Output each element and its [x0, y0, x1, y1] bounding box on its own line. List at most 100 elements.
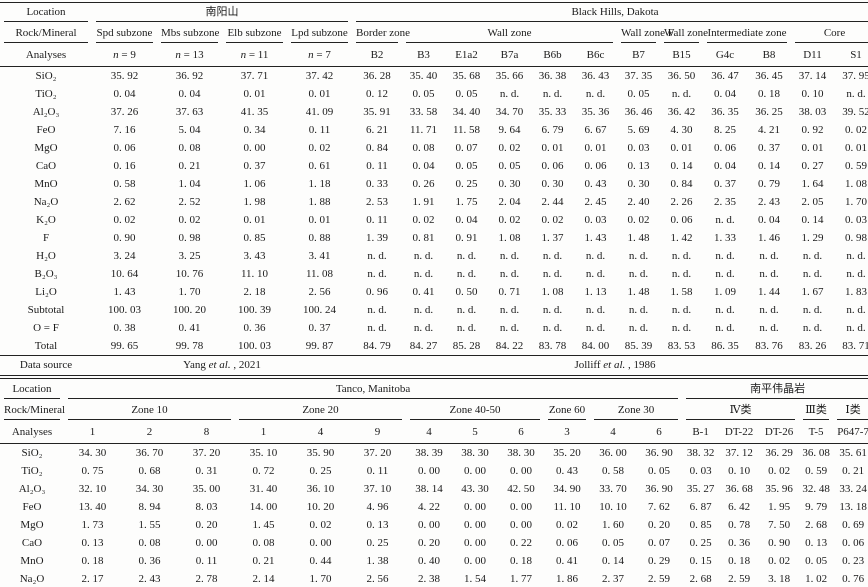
value-cell: 0. 05 — [455, 87, 478, 100]
value-cell: 2. 59 — [728, 572, 751, 585]
oxide-row-label: TiO₂ — [21, 464, 43, 477]
value-cell: 0. 25 — [455, 177, 478, 190]
value-cell: 0. 06 — [113, 141, 136, 154]
value-cell: n. d. — [628, 249, 649, 262]
value-cell: 0. 98 — [845, 231, 867, 244]
value-cell: 0. 01 — [845, 141, 867, 154]
value-cell: 37. 14 — [798, 69, 827, 82]
value-cell: 37. 20 — [363, 446, 392, 459]
value-cell: 0. 01 — [308, 87, 331, 100]
value-cell: 0. 71 — [498, 285, 521, 298]
value-cell: 41. 35 — [240, 105, 269, 118]
value-cell: 35. 61 — [839, 446, 867, 459]
value-cell: n. d. — [715, 249, 735, 262]
value-cell: n. d. — [759, 267, 779, 280]
table-row: H₂O 3. 24 3. 25 3. 43 3. 41 n. d. n. d. n. d. n.… — [0, 247, 868, 265]
value-cell: 0. 58 — [113, 177, 136, 190]
value-cell: 0. 37 — [714, 177, 736, 190]
value-cell: 0. 58 — [602, 464, 624, 477]
value-cell: n. d. — [846, 249, 866, 262]
value-cell: 0. 37 — [308, 321, 331, 334]
value-cell: 1. 70 — [178, 285, 201, 298]
value-cell: n. d. — [759, 249, 779, 262]
value-cell: 0. 88 — [308, 231, 331, 244]
value-cell: 0. 84 — [366, 141, 388, 154]
value-cell: 36. 46 — [624, 105, 653, 118]
value-cell: 11. 71 — [409, 123, 438, 136]
value-cell: 100. 39 — [238, 303, 271, 316]
value-cell: 37. 26 — [110, 105, 139, 118]
value-cell: n. d. — [585, 321, 606, 334]
data-source-label: Data source — [0, 355, 92, 374]
value-cell: 1. 37 — [541, 231, 564, 244]
value-cell: 13. 18 — [839, 500, 867, 513]
value-cell: n. d. — [671, 303, 692, 316]
value-cell: n. d. — [367, 321, 387, 334]
value-cell: 13. 40 — [78, 500, 107, 513]
value-cell: 36. 29 — [765, 446, 793, 459]
location-header-row: Location Tanco, Manitoba 南平伟晶岩 — [0, 380, 868, 401]
value-cell: 1. 75 — [455, 195, 478, 208]
value-cell: n. d. — [499, 87, 520, 100]
value-cell: 3. 18 — [768, 572, 791, 585]
zone-group-header: Zone 30 — [590, 401, 682, 422]
location-group-header: 南平伟晶岩 — [682, 380, 868, 401]
value-cell: 1. 64 — [801, 177, 824, 190]
value-cell: n. d. — [585, 303, 606, 316]
value-cell: n. d. — [499, 303, 520, 316]
corner-location-label: Location — [0, 380, 64, 401]
value-cell: n. d. — [628, 321, 649, 334]
table-row: MnO 0. 58 1. 04 1. 06 1. 18 0. 33 0. 26 0. 25 0.… — [0, 175, 868, 193]
zone-group-header: Elb subzone — [222, 24, 287, 45]
oxide-row-label: Na₂O — [19, 572, 45, 585]
table-bottom-tourmaline-compositions: Location Tanco, Manitoba 南平伟晶岩 Rock/Mineral… — [0, 380, 868, 587]
table-row: MnO 0. 18 0. 36 0. 11 0. 21 0. 44 1. 38 0. 40 0.… — [0, 552, 868, 570]
value-cell: 83. 26 — [798, 339, 827, 352]
value-cell: 34. 70 — [495, 105, 524, 118]
double-rule-separator — [0, 375, 868, 379]
value-cell: 1. 18 — [308, 177, 331, 190]
value-cell: 0. 90 — [768, 536, 791, 549]
value-cell: 0. 91 — [455, 231, 478, 244]
value-cell: 0. 07 — [648, 536, 671, 549]
value-cell: n. d. — [367, 249, 387, 262]
value-cell: 37. 12 — [725, 446, 753, 459]
sample-id-header: 1 — [64, 422, 121, 444]
location-group-header: 南阳山 — [92, 3, 352, 25]
value-cell: 0. 01 — [801, 141, 824, 154]
value-cell: 35. 10 — [249, 446, 278, 459]
value-cell: 0. 02 — [768, 554, 791, 567]
value-cell: 34. 40 — [452, 105, 481, 118]
location-group-header: Tanco, Manitoba — [64, 380, 682, 401]
value-cell: 1. 98 — [243, 195, 266, 208]
value-cell: 0. 14 — [801, 213, 824, 226]
zone-group-header: Wall zone — [660, 24, 708, 45]
value-cell: 100. 03 — [238, 339, 271, 352]
value-cell: 1. 08 — [541, 285, 564, 298]
value-cell: 84. 22 — [495, 339, 524, 352]
value-cell: 2. 43 — [758, 195, 780, 208]
value-cell: 36. 50 — [667, 69, 696, 82]
value-cell: 83. 71 — [842, 339, 868, 352]
value-cell: n. d. — [715, 303, 735, 316]
value-cell: n. d. — [715, 213, 735, 226]
value-cell: n. d. — [542, 249, 563, 262]
value-cell: 11. 10 — [553, 500, 581, 513]
corner-location-label: Location — [0, 3, 92, 25]
value-cell: 0. 00 — [464, 554, 486, 567]
oxide-row-label: SiO₂ — [21, 446, 43, 459]
value-cell: 0. 14 — [602, 554, 624, 567]
table-top-tourmaline-compositions: Location 南阳山 Black Hills, Dakota Rock/Miner… — [0, 2, 868, 374]
value-cell: 0. 02 — [498, 213, 521, 226]
value-cell: 14. 00 — [249, 500, 278, 513]
value-cell: 10. 10 — [599, 500, 627, 513]
value-cell: 33. 70 — [599, 482, 627, 495]
sample-id-header: DT-26 — [759, 422, 800, 444]
value-cell: 0. 20 — [648, 518, 671, 531]
table-row: Al₂O₃ 32. 10 34. 30 35. 00 31. 40 36. 10 37. 1… — [0, 480, 868, 498]
value-cell: 0. 37 — [758, 141, 780, 154]
value-cell: 0. 05 — [602, 536, 624, 549]
value-cell: n. d. — [628, 303, 649, 316]
value-cell: 0. 21 — [252, 554, 275, 567]
